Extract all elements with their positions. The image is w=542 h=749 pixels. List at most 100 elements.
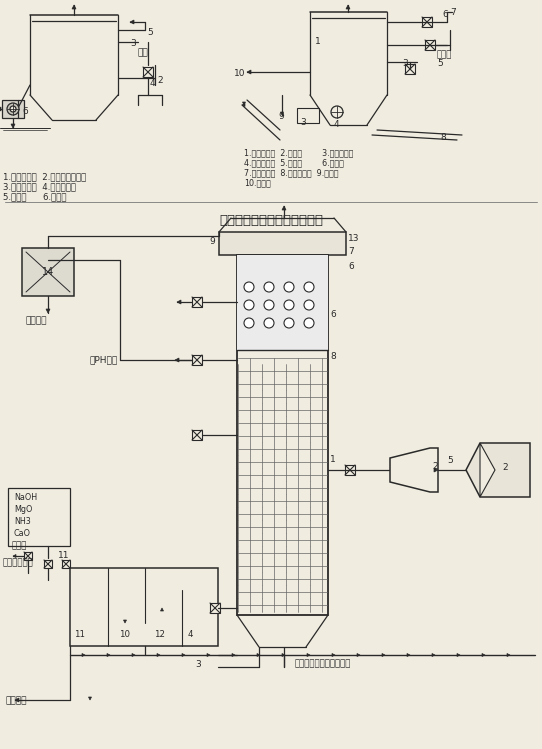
- Text: 7: 7: [450, 8, 456, 17]
- Polygon shape: [107, 653, 110, 657]
- Circle shape: [7, 103, 19, 115]
- Text: MgO: MgO: [14, 505, 33, 514]
- Text: 自锅炉冲渣水（工业水）: 自锅炉冲渣水（工业水）: [295, 659, 351, 668]
- Text: 去渣浆泵: 去渣浆泵: [5, 696, 27, 705]
- Text: 5: 5: [447, 456, 453, 465]
- Bar: [192, 430, 202, 440]
- Polygon shape: [390, 448, 438, 492]
- Polygon shape: [207, 653, 210, 657]
- Polygon shape: [72, 5, 76, 9]
- Circle shape: [304, 300, 314, 310]
- Circle shape: [244, 282, 254, 292]
- Bar: [70, 568, 218, 646]
- Text: 6: 6: [22, 107, 28, 116]
- Text: 10: 10: [119, 630, 131, 639]
- Text: 6: 6: [330, 310, 335, 319]
- Polygon shape: [160, 608, 164, 611]
- Polygon shape: [232, 653, 235, 657]
- Text: NH3: NH3: [14, 517, 31, 526]
- Text: 5.供液管      6.排灰机: 5.供液管 6.排灰机: [3, 192, 67, 201]
- Polygon shape: [124, 620, 126, 623]
- Text: 9: 9: [209, 237, 215, 246]
- Polygon shape: [82, 653, 85, 657]
- Polygon shape: [182, 653, 185, 657]
- Polygon shape: [282, 653, 285, 657]
- Text: 4: 4: [187, 630, 193, 639]
- Circle shape: [331, 106, 343, 118]
- Polygon shape: [434, 468, 438, 472]
- Bar: [210, 603, 220, 613]
- Text: 6: 6: [348, 262, 354, 271]
- Polygon shape: [0, 107, 1, 111]
- Polygon shape: [242, 102, 246, 105]
- Text: 3: 3: [300, 118, 306, 127]
- Text: 7.激流喷咀管  8.液力搅拌器  9.排灰阀: 7.激流喷咀管 8.液力搅拌器 9.排灰阀: [244, 168, 339, 177]
- Bar: [22, 248, 74, 296]
- Polygon shape: [157, 653, 160, 657]
- Bar: [297, 108, 319, 123]
- Text: 1: 1: [315, 37, 321, 46]
- Text: 11: 11: [58, 551, 69, 560]
- Bar: [425, 40, 435, 50]
- Text: 吸收剂: 吸收剂: [12, 541, 28, 550]
- Bar: [405, 64, 415, 74]
- Text: CaO: CaO: [14, 529, 31, 538]
- Circle shape: [284, 282, 294, 292]
- Text: NaOH: NaOH: [14, 493, 37, 502]
- Text: 11: 11: [74, 630, 86, 639]
- Polygon shape: [480, 443, 495, 497]
- Text: 4: 4: [150, 79, 156, 88]
- Circle shape: [284, 318, 294, 328]
- Polygon shape: [177, 300, 181, 304]
- Bar: [237, 255, 328, 350]
- Text: 1.湿式除尘器  2.补水箱        3.沉降循环槽: 1.湿式除尘器 2.补水箱 3.沉降循环槽: [244, 148, 353, 157]
- Text: 3: 3: [402, 59, 408, 68]
- Text: 2: 2: [157, 76, 163, 85]
- Bar: [237, 255, 328, 615]
- Bar: [62, 560, 70, 568]
- Text: 1.湿式除尘器  2.平衡循环供液箱: 1.湿式除尘器 2.平衡循环供液箱: [3, 172, 86, 181]
- Circle shape: [304, 282, 314, 292]
- Text: 8: 8: [330, 352, 335, 361]
- Circle shape: [264, 300, 274, 310]
- Polygon shape: [432, 653, 435, 657]
- Bar: [8, 488, 70, 546]
- Text: 自锅炉冲渣水: 自锅炉冲渣水: [3, 558, 34, 567]
- Circle shape: [244, 300, 254, 310]
- Text: 除尘脱硫工艺与装备系统示图: 除尘脱硫工艺与装备系统示图: [219, 214, 323, 227]
- Text: 6: 6: [442, 10, 448, 19]
- Circle shape: [244, 318, 254, 328]
- Polygon shape: [307, 653, 310, 657]
- Bar: [422, 17, 432, 27]
- Text: 14: 14: [42, 267, 54, 277]
- Polygon shape: [466, 443, 530, 497]
- Text: 1: 1: [330, 455, 335, 464]
- Text: 石灰: 石灰: [138, 48, 149, 57]
- Bar: [219, 232, 346, 255]
- Polygon shape: [15, 698, 19, 702]
- Text: 2: 2: [502, 464, 508, 473]
- Bar: [2, 100, 24, 118]
- Circle shape: [304, 318, 314, 328]
- Text: 7: 7: [348, 247, 354, 256]
- Text: 去引风机: 去引风机: [25, 316, 47, 325]
- Polygon shape: [407, 653, 410, 657]
- Text: 5: 5: [390, 462, 396, 471]
- Text: 8: 8: [440, 133, 446, 142]
- Polygon shape: [382, 653, 385, 657]
- Polygon shape: [175, 358, 179, 362]
- Text: 5: 5: [147, 28, 153, 37]
- Text: 10.排灰机: 10.排灰机: [244, 178, 271, 187]
- Polygon shape: [282, 206, 286, 210]
- Polygon shape: [242, 103, 245, 106]
- Polygon shape: [46, 309, 50, 313]
- Text: 12: 12: [154, 630, 165, 639]
- Polygon shape: [357, 653, 360, 657]
- Bar: [44, 560, 52, 568]
- Text: 消石灰: 消石灰: [437, 50, 453, 59]
- Polygon shape: [257, 653, 260, 657]
- Circle shape: [264, 282, 274, 292]
- Text: 4.循环供液末  5.石灰槽        6.供液管: 4.循环供液末 5.石灰槽 6.供液管: [244, 158, 344, 167]
- Polygon shape: [507, 653, 510, 657]
- Text: 3.循环供液泵  4.液力搅拌器: 3.循环供液泵 4.液力搅拌器: [3, 182, 76, 191]
